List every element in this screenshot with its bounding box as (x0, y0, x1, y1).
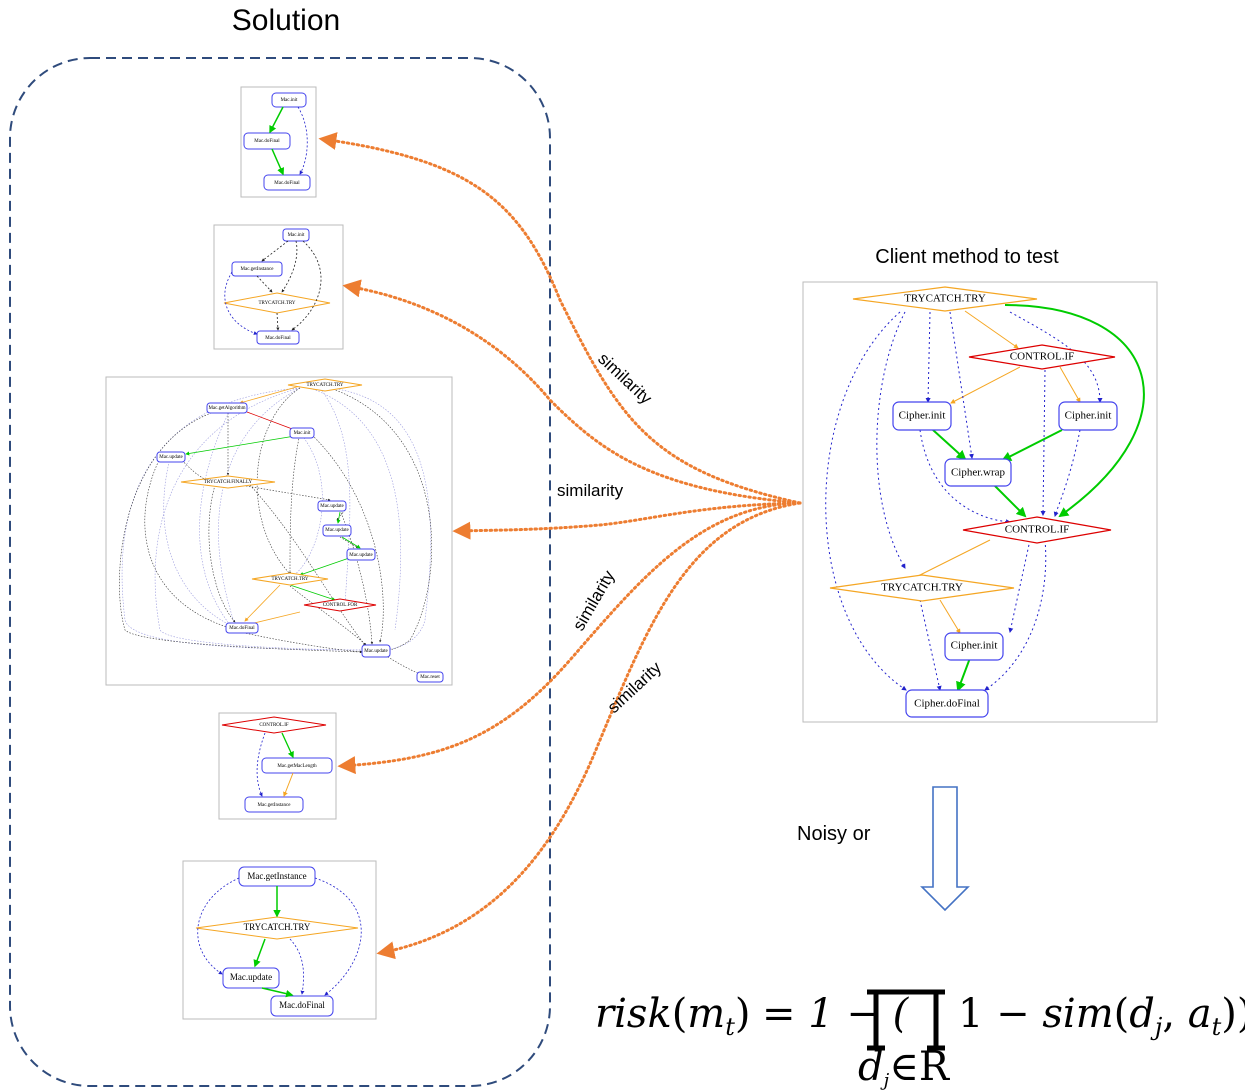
graph3-node-mac-dofinal (225, 622, 259, 634)
graph3-node-label: TRYCATCH.TRY (271, 577, 308, 582)
graph5-node-trycatch-try (195, 916, 359, 940)
client-node-label: CONTROL.IF (1005, 524, 1069, 536)
client-node-label: CONTROL.IF (1010, 351, 1074, 363)
graph5-node-label: Mac.doFinal (279, 1000, 325, 1010)
client-node-label: TRYCATCH.TRY (904, 293, 986, 305)
similarity-arrows (318, 132, 802, 960)
graph3-node-mac-update-5 (361, 644, 391, 658)
formula-body: 1 − sim(dj, at)) (958, 991, 1245, 1041)
similarity-label-3: similarity (569, 567, 619, 634)
graph3-node-mac-update-4 (346, 548, 376, 561)
graph4-node-label: Mac.getMacLength (277, 764, 317, 769)
solution-graph-4: CONTROL.IF Mac.getMacLength Mac.getInsta… (218, 712, 337, 820)
client-node-label: TRYCATCH.TRY (881, 582, 963, 594)
graph3-node-label: Mac.init (294, 431, 311, 436)
client-node-trycatch-try-2 (829, 574, 1015, 602)
client-node-cipher-dofinal (905, 689, 989, 718)
graph2-node-label: Mac.init (288, 233, 305, 238)
graph3-node-mac-update-2 (317, 500, 347, 512)
graph1-node-label: Mac.doFinal (254, 139, 280, 144)
graph3-node-control-for (303, 598, 377, 612)
client-node-label: Cipher.init (899, 410, 946, 422)
client-node-control-if-2 (962, 516, 1112, 544)
client-node-label: Cipher.init (1065, 410, 1112, 422)
graph3-node-label: CONTROL.FOR (323, 603, 358, 608)
graph5-node-label: Mac.getInstance (247, 871, 306, 881)
graph2-node-label: Mac.getInstance (241, 267, 275, 272)
graph1-node-mac-dofinal-2 (263, 174, 311, 191)
client-graph: TRYCATCH.TRY CONTROL.IF Cipher.init Ciph… (802, 281, 1158, 723)
graph3-node-mac-update-3 (322, 524, 352, 537)
formula-risk: risk(mt) (595, 991, 751, 1041)
graph3-node-label: Mac.getAlgorithm (208, 406, 245, 411)
solution-title: Solution (232, 4, 340, 37)
graph2-node-label: Mac.doFinal (265, 336, 291, 341)
graph1-node-label: Mac.doFinal (274, 181, 300, 186)
graph3-node-mac-getalgorithm (206, 402, 248, 414)
graph3-node-trycatch-try-2 (251, 572, 329, 586)
client-node-label: Cipher.wrap (951, 467, 1006, 479)
graph3-node-label: Mac.update (320, 504, 344, 509)
similarity-arrow-2 (342, 279, 802, 505)
client-node-control-if (968, 344, 1116, 370)
graph3-node-label: Mac.update (325, 528, 349, 533)
graph3-node-label: Mac.update (159, 455, 183, 460)
formula-subscript: dj∈R (858, 1044, 951, 1091)
graph5-node-label: Mac.update (230, 972, 272, 982)
solution-graph-1: Mac.init Mac.doFinal Mac.doFinal (240, 86, 317, 198)
graph4-node-mac-getinstance (244, 796, 304, 813)
noisy-or-label: Noisy or (797, 823, 871, 845)
similarity-label-4: similarity (604, 658, 666, 717)
solution-container (9, 57, 551, 1087)
graph5-node-mac-dofinal (270, 995, 334, 1017)
graph3-node-label: TRYCATCH.FINALLY (204, 480, 253, 485)
graph3-node-trycatch-finally (180, 475, 276, 489)
similarity-arrow-4 (337, 501, 802, 775)
graph3-node-label: Mac.doFinal (229, 626, 255, 631)
graph1-node-label: Mac.init (281, 98, 298, 103)
graph3-node-mac-init (289, 427, 315, 439)
client-node-cipher-init-2 (1058, 401, 1118, 431)
graph4-node-label: Mac.getInstance (258, 803, 292, 808)
graph3-node-label: Mac.reset (420, 675, 440, 680)
noisy-or-arrow (920, 786, 970, 912)
solution-graph-2: Mac.init Mac.getInstance TRYCATCH.TRY Ma… (213, 224, 344, 350)
client-node-label: Cipher.doFinal (914, 698, 980, 710)
product-symbol (867, 989, 945, 1051)
graph3-node-label: Mac.update (364, 649, 388, 654)
graph2-node-label: TRYCATCH.TRY (258, 301, 295, 306)
client-node-label: Cipher.init (951, 640, 998, 652)
similarity-label-2: similarity (557, 481, 624, 500)
client-node-cipher-init-1 (892, 401, 952, 431)
client-node-cipher-init-3 (944, 632, 1004, 661)
graph3-node-mac-reset (416, 671, 444, 683)
similarity-arrow-3 (452, 501, 802, 540)
solution-graph-3: TRYCATCH.TRY Mac.getAlgorithm Mac.init M… (105, 376, 453, 686)
graph1-node-mac-init (271, 92, 307, 108)
graph2-node-mac-dofinal (256, 330, 300, 345)
client-node-trycatch-try (852, 286, 1038, 312)
solution-graph-5: Mac.getInstance TRYCATCH.TRY Mac.update … (182, 860, 377, 1020)
graph3-node-label: TRYCATCH.TRY (306, 383, 343, 388)
similarity-arrow-5 (376, 501, 802, 960)
graph3-node-label: Mac.update (349, 553, 373, 558)
graph1-node-mac-dofinal (243, 132, 291, 150)
graph4-node-label: CONTROL.IF (259, 723, 289, 728)
similarity-arrow-1 (318, 132, 802, 505)
graph3-node-trycatch-try (287, 378, 363, 392)
formula-eq: = 1 − ( (762, 991, 910, 1037)
graph4-node-mac-getmaclength (261, 757, 333, 774)
client-node-cipher-wrap (944, 458, 1012, 487)
risk-formula: risk(mt) = 1 − ( dj∈R 1 − sim(dj, at)) (595, 989, 1245, 1091)
graph4-node-control-if (221, 716, 327, 734)
client-title: Client method to test (875, 246, 1059, 268)
graph3-node-mac-update (156, 451, 186, 463)
graph5-node-label: TRYCATCH.TRY (244, 922, 311, 932)
graph5-node-mac-update (222, 967, 280, 989)
